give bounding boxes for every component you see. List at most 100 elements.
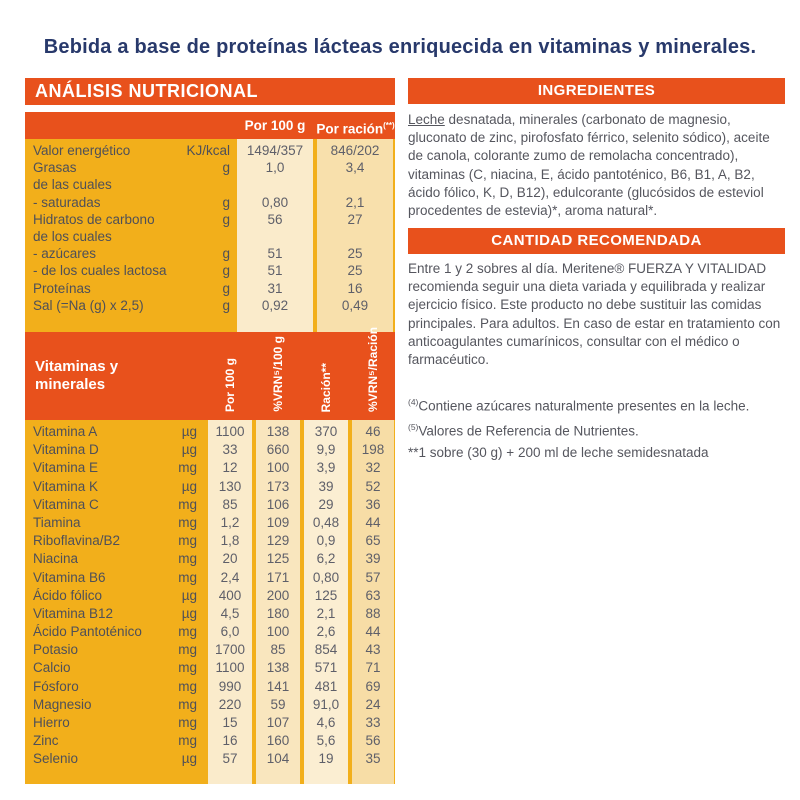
column-stripe-vrn-racion	[352, 420, 394, 784]
table-row: de las cuales	[25, 176, 395, 193]
value-vrn-per-100g: 171	[266, 569, 290, 585]
vitamins-header-band: Vitaminas y minerales Por 100 g %VRN⁵/10…	[25, 327, 395, 420]
value-per-100g: 15	[222, 715, 238, 730]
value-vrn-per-racion: 44	[365, 514, 381, 530]
table-row: Vitamina E mg 12 100 3,9 32	[25, 459, 395, 477]
vitamin-unit: mg	[178, 660, 197, 676]
table-row: Vitamina A µg 1100 138 370 46	[25, 423, 395, 441]
recommended-amount-text: Entre 1 y 2 sobres al día. Meritene® FUE…	[408, 261, 781, 368]
value-vrn-per-100g: 59	[270, 696, 286, 712]
value-per-racion: 481	[314, 678, 338, 694]
nutrient-unit: g	[222, 263, 230, 279]
vitamin-label: Fósforo	[33, 678, 79, 694]
value-vrn-per-racion: 69	[365, 678, 381, 694]
vitamin-label: Vitamina D	[33, 442, 99, 458]
col-header-por-racion-text: Por ración	[316, 121, 384, 137]
value-per-100g: 130	[218, 478, 242, 494]
vitamin-label: Ácido Pantoténico	[33, 624, 142, 640]
value-vrn-per-racion: 46	[365, 424, 381, 439]
vitamin-unit: µg	[181, 605, 197, 621]
nutrient-unit: g	[222, 297, 230, 313]
rotated-col-header-vrn-racion: %VRN⁵/Ración	[366, 327, 380, 412]
value-per-100g: 0,80	[261, 194, 289, 210]
value-vrn-per-100g: 100	[266, 460, 290, 476]
table-row: Vitamina K µg 130 173 39 52	[25, 478, 395, 496]
rotated-col-header-per-100g: Por 100 g	[223, 357, 237, 412]
value-per-racion: 846/202	[330, 143, 380, 158]
table-row: - de los cuales lactosa g 51 25	[25, 262, 395, 279]
table-row: Riboflavina/B2 mg 1,8 129 0,9 65	[25, 532, 395, 550]
nutrient-label: Hidratos de carbono	[33, 211, 155, 227]
vitamin-unit: mg	[178, 624, 197, 640]
value-per-racion: 25	[347, 246, 363, 262]
column-stripe-per-100g	[208, 420, 252, 784]
value-per-racion: 2,1	[316, 605, 336, 621]
value-per-100g: 4,5	[220, 605, 240, 621]
column-stripe-racion	[304, 420, 348, 784]
value-vrn-per-racion: 36	[365, 496, 381, 512]
vitamin-label: Ácido fólico	[33, 587, 103, 603]
value-vrn-per-100g: 125	[266, 551, 290, 567]
value-vrn-per-racion: 57	[365, 569, 381, 585]
value-vrn-per-racion: 24	[365, 696, 381, 712]
vitamin-label: Vitamina C	[33, 496, 99, 512]
ingredients-header-label: INGREDIENTES	[537, 82, 656, 99]
value-vrn-per-racion: 35	[365, 751, 381, 767]
table-row: Proteínas g 31 16	[25, 280, 395, 297]
footnote-5-text: Valores de Referencia de Nutrientes.	[418, 423, 639, 439]
nutrient-label: - azúcares	[33, 246, 97, 262]
value-vrn-per-100g: 660	[266, 442, 290, 458]
allergen-leche: Leche	[408, 112, 445, 127]
nutrient-label: Proteínas	[33, 280, 91, 296]
value-per-racion: 571	[314, 660, 338, 676]
vitamin-label: Tiamina	[33, 514, 81, 530]
value-vrn-per-100g: 180	[266, 605, 290, 621]
table-row: - saturadas g 0,80 2,1	[25, 194, 395, 211]
vitamin-label: Magnesio	[33, 696, 92, 712]
table-row: Magnesio mg 220 59 91,0 24	[25, 696, 395, 714]
nutrient-unit: g	[222, 194, 230, 210]
nutrient-unit: g	[222, 211, 230, 227]
table-row: de los cuales	[25, 228, 395, 245]
value-vrn-per-racion: 88	[365, 605, 381, 621]
value-vrn-per-racion: 56	[365, 733, 381, 749]
value-vrn-per-racion: 198	[361, 442, 385, 458]
vitamin-unit: mg	[178, 642, 197, 658]
value-per-racion: 27	[347, 211, 363, 227]
rotated-col-header-racion: Ración**	[319, 362, 333, 412]
vitamin-unit: mg	[178, 678, 197, 694]
macro-rows-container: Valor energético KJ/kcal 1494/357 846/202 Gr…	[25, 142, 395, 314]
value-per-racion: 125	[314, 587, 338, 603]
table-row: Grasas g 1,0 3,4	[25, 159, 395, 176]
table-row: Fósforo mg 990 141 481 69	[25, 678, 395, 696]
footnote-5: (5)Valores de Referencia de Nutrientes.	[408, 417, 785, 442]
table-row: Valor energético KJ/kcal 1494/357 846/202	[25, 142, 395, 159]
vitamin-unit: µg	[181, 587, 197, 603]
value-per-racion: 3,9	[316, 460, 336, 476]
value-per-100g: 20	[222, 551, 238, 567]
vitamin-unit: mg	[178, 569, 197, 585]
vitamin-unit: µg	[181, 751, 197, 767]
value-per-100g: 6,0	[220, 624, 240, 640]
ingredients-text: Leche desnatada, minerales (carbonato de…	[408, 111, 785, 220]
value-per-100g: 57	[222, 751, 238, 767]
value-vrn-per-racion: 33	[365, 715, 381, 730]
value-vrn-per-racion: 44	[365, 624, 381, 640]
table-row: Vitamina B12 µg 4,5 180 2,1 88	[25, 605, 395, 623]
table-row: Vitamina B6 mg 2,4 171 0,80 57	[25, 569, 395, 587]
value-vrn-per-100g: 106	[266, 496, 290, 512]
value-per-racion: 91,0	[312, 696, 340, 712]
col-header-por-racion: Por ración(**)	[308, 112, 403, 139]
table-row: Hidratos de carbono g 56 27	[25, 211, 395, 228]
table-row: Selenio µg 57 104 19 35	[25, 750, 395, 768]
value-per-racion: 6,2	[316, 551, 336, 567]
value-per-100g: 12	[222, 460, 238, 476]
value-per-100g: 56	[267, 211, 283, 227]
value-per-100g: 85	[222, 496, 238, 512]
value-per-racion: 3,4	[345, 160, 365, 176]
value-vrn-per-100g: 107	[266, 715, 290, 730]
analysis-header-label: ANÁLISIS NUTRICIONAL	[35, 81, 258, 101]
value-vrn-per-100g: 109	[266, 514, 290, 530]
vitamin-unit: mg	[178, 551, 197, 567]
vitamin-unit: mg	[178, 715, 197, 730]
